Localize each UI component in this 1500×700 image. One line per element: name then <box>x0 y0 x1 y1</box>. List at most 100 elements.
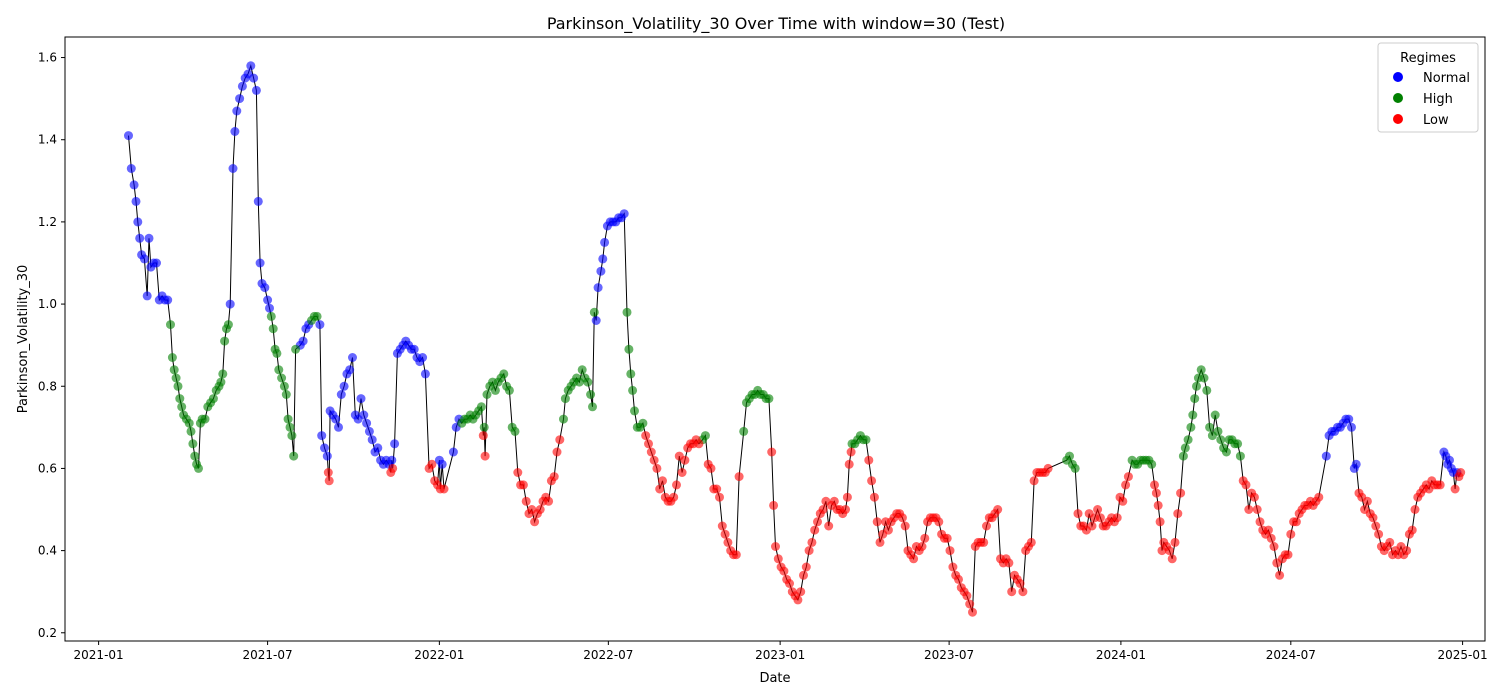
point-high <box>173 381 183 391</box>
point-normal <box>420 369 430 379</box>
x-tick-label: 2022-01 <box>414 648 464 662</box>
point-normal <box>265 303 274 313</box>
point-high <box>583 377 593 387</box>
point-low <box>824 521 834 531</box>
point-normal <box>135 233 145 243</box>
point-high <box>1065 451 1074 461</box>
point-low <box>900 521 910 531</box>
point-high <box>560 394 570 404</box>
point-low <box>1249 492 1259 502</box>
point-high <box>283 414 293 424</box>
legend-label-high: High <box>1423 92 1453 107</box>
point-low <box>1283 550 1293 560</box>
point-normal <box>598 254 608 264</box>
point-high <box>1178 451 1188 461</box>
point-low <box>883 525 893 535</box>
point-low <box>1435 480 1445 490</box>
point-normal <box>1445 455 1454 465</box>
point-low <box>945 546 955 556</box>
point-normal <box>359 410 369 420</box>
x-axis-label: Date <box>759 671 790 686</box>
chart-title: Parkinson_Volatility_30 Over Time with w… <box>547 14 1005 34</box>
point-normal <box>390 439 400 449</box>
point-low <box>934 517 944 527</box>
point-normal <box>142 291 152 301</box>
point-low <box>982 521 991 531</box>
point-high <box>274 365 284 375</box>
point-low <box>799 570 808 580</box>
data-points <box>124 61 1466 617</box>
point-high <box>167 353 177 362</box>
point-low <box>1402 546 1412 556</box>
point-low <box>694 439 704 449</box>
point-normal <box>230 127 240 136</box>
point-low <box>897 513 907 523</box>
legend-label-low: Low <box>1423 113 1449 128</box>
point-low <box>1173 509 1183 519</box>
point-normal <box>317 431 327 441</box>
point-normal <box>373 443 383 453</box>
plot-area <box>64 36 1486 642</box>
y-tick-label: 0.4 <box>38 544 57 558</box>
point-low <box>1151 488 1161 498</box>
point-high <box>1202 385 1212 395</box>
point-low <box>1167 554 1177 564</box>
point-normal <box>1351 459 1361 469</box>
point-low <box>1456 468 1466 477</box>
point-low <box>1164 546 1174 556</box>
legend-marker-normal <box>1393 72 1403 82</box>
x-tick-label: 2021-01 <box>74 648 124 662</box>
point-high <box>624 344 634 354</box>
point-low <box>869 492 879 502</box>
point-low <box>767 447 777 457</box>
point-low <box>968 607 977 617</box>
point-high <box>1188 410 1198 420</box>
point-normal <box>144 233 154 243</box>
point-high <box>268 324 278 334</box>
point-high <box>1199 373 1209 383</box>
point-low <box>1410 505 1420 514</box>
point-low <box>801 562 811 572</box>
point-normal <box>596 266 606 276</box>
point-normal <box>362 418 372 428</box>
point-high <box>218 369 228 379</box>
point-high <box>476 402 486 412</box>
point-low <box>1176 488 1186 498</box>
point-low <box>734 472 744 482</box>
point-low <box>864 455 874 465</box>
point-low <box>544 496 554 506</box>
point-low <box>1018 587 1028 597</box>
point-high <box>194 463 203 473</box>
point-low <box>1026 537 1036 547</box>
point-low <box>1291 517 1301 527</box>
point-low <box>513 468 523 477</box>
point-high <box>1147 459 1157 469</box>
legend-title: Regimes <box>1400 51 1456 66</box>
point-normal <box>387 455 397 465</box>
point-low <box>324 476 334 486</box>
point-high <box>1233 439 1243 449</box>
x-tick-label: 2023-07 <box>924 648 974 662</box>
point-normal <box>124 131 133 141</box>
point-normal <box>409 344 419 354</box>
point-normal <box>251 85 261 95</box>
point-normal <box>235 94 245 104</box>
point-low <box>1407 525 1417 535</box>
point-low <box>807 537 817 547</box>
point-low <box>965 599 975 609</box>
point-low <box>646 447 656 457</box>
point-low <box>672 480 681 490</box>
point-low <box>872 517 882 527</box>
point-low <box>1255 517 1265 527</box>
point-low <box>844 459 854 469</box>
point-high <box>1183 435 1193 445</box>
point-low <box>979 537 989 547</box>
point-high <box>1190 394 1200 404</box>
point-normal <box>1347 422 1356 432</box>
point-low <box>1371 521 1381 531</box>
x-tick-label: 2025-01 <box>1438 648 1488 662</box>
point-low <box>717 521 727 531</box>
point-low <box>769 500 779 510</box>
point-normal <box>367 435 377 445</box>
point-high <box>190 451 200 461</box>
